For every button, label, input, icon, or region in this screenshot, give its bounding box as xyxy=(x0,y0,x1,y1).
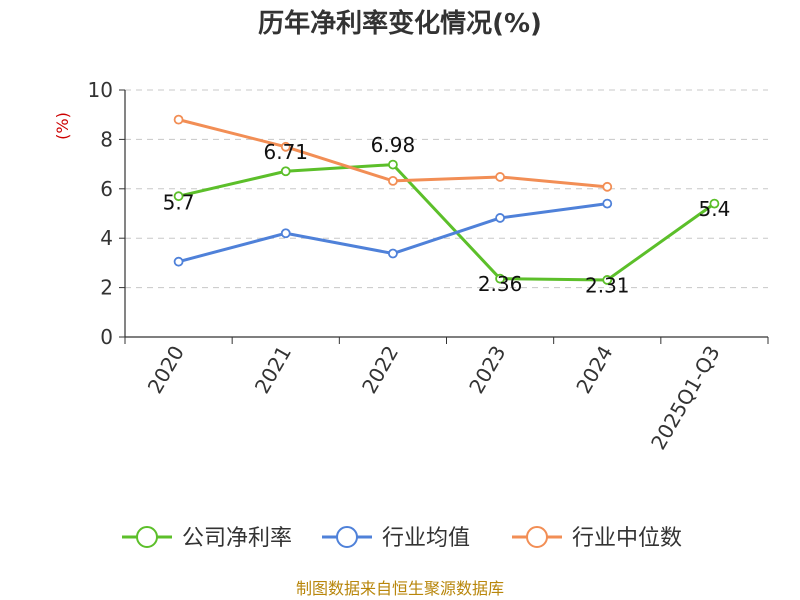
x-tick-label: 2020 xyxy=(143,342,189,398)
data-point xyxy=(709,198,720,209)
data-labels: 5.7 6.71 6.98 2.36 2.31 5.4 xyxy=(163,133,731,297)
grid-lines xyxy=(125,89,768,289)
data-label: 6.98 xyxy=(371,133,416,157)
x-tick-label: 2021 xyxy=(250,342,296,398)
data-point xyxy=(280,141,291,152)
data-label: 2.31 xyxy=(585,273,630,297)
legend-label: 公司净利率 xyxy=(182,526,292,551)
data-point xyxy=(495,273,505,284)
y-tick-label: 2 xyxy=(100,276,113,300)
data-point xyxy=(173,114,184,125)
source-note: 制图数据来自恒生聚源数据库 xyxy=(296,579,504,598)
data-label: 6.71 xyxy=(263,140,308,164)
data-point xyxy=(280,166,291,177)
legend-label: 行业均值 xyxy=(382,526,470,551)
data-point xyxy=(602,181,613,192)
data-point xyxy=(173,256,184,267)
data-label: 2.36 xyxy=(478,272,523,296)
series-lines xyxy=(173,114,720,285)
y-axis-label: (%) xyxy=(53,112,72,140)
y-tick-label: 10 xyxy=(88,78,113,102)
data-point xyxy=(495,172,505,182)
data-point xyxy=(173,191,184,202)
legend-swatch-marker xyxy=(336,526,358,548)
y-tick-label: 6 xyxy=(100,177,113,201)
x-tick-label: 2024 xyxy=(571,342,617,398)
data-point xyxy=(495,213,505,223)
x-tick-label: 2023 xyxy=(464,342,510,398)
data-point xyxy=(602,275,613,285)
chart-title: 历年净利率变化情况(%) xyxy=(258,8,542,39)
y-tick-label: 4 xyxy=(100,226,113,250)
legend-swatch-marker xyxy=(526,526,548,548)
legend: 公司净利率 行业均值 行业中位数 xyxy=(122,526,682,551)
data-point xyxy=(280,228,291,239)
data-label: 5.7 xyxy=(163,191,195,215)
axes: 0 2 4 6 8 10 2020 2021 2022 2023 2024 2025Q1-Q3 xyxy=(88,78,769,454)
data-point xyxy=(602,198,613,209)
data-label: 5.4 xyxy=(699,197,731,221)
legend-label: 行业中位数 xyxy=(572,526,682,551)
data-point xyxy=(388,175,398,186)
series-line xyxy=(178,163,716,282)
data-point xyxy=(388,248,398,259)
data-point xyxy=(388,159,398,170)
x-tick-label: 2022 xyxy=(357,342,403,398)
legend-swatch-marker xyxy=(136,526,158,548)
y-tick-label: 0 xyxy=(100,325,113,349)
y-tick-label: 8 xyxy=(100,127,113,151)
x-tick-label: 2025Q1-Q3 xyxy=(646,342,725,454)
